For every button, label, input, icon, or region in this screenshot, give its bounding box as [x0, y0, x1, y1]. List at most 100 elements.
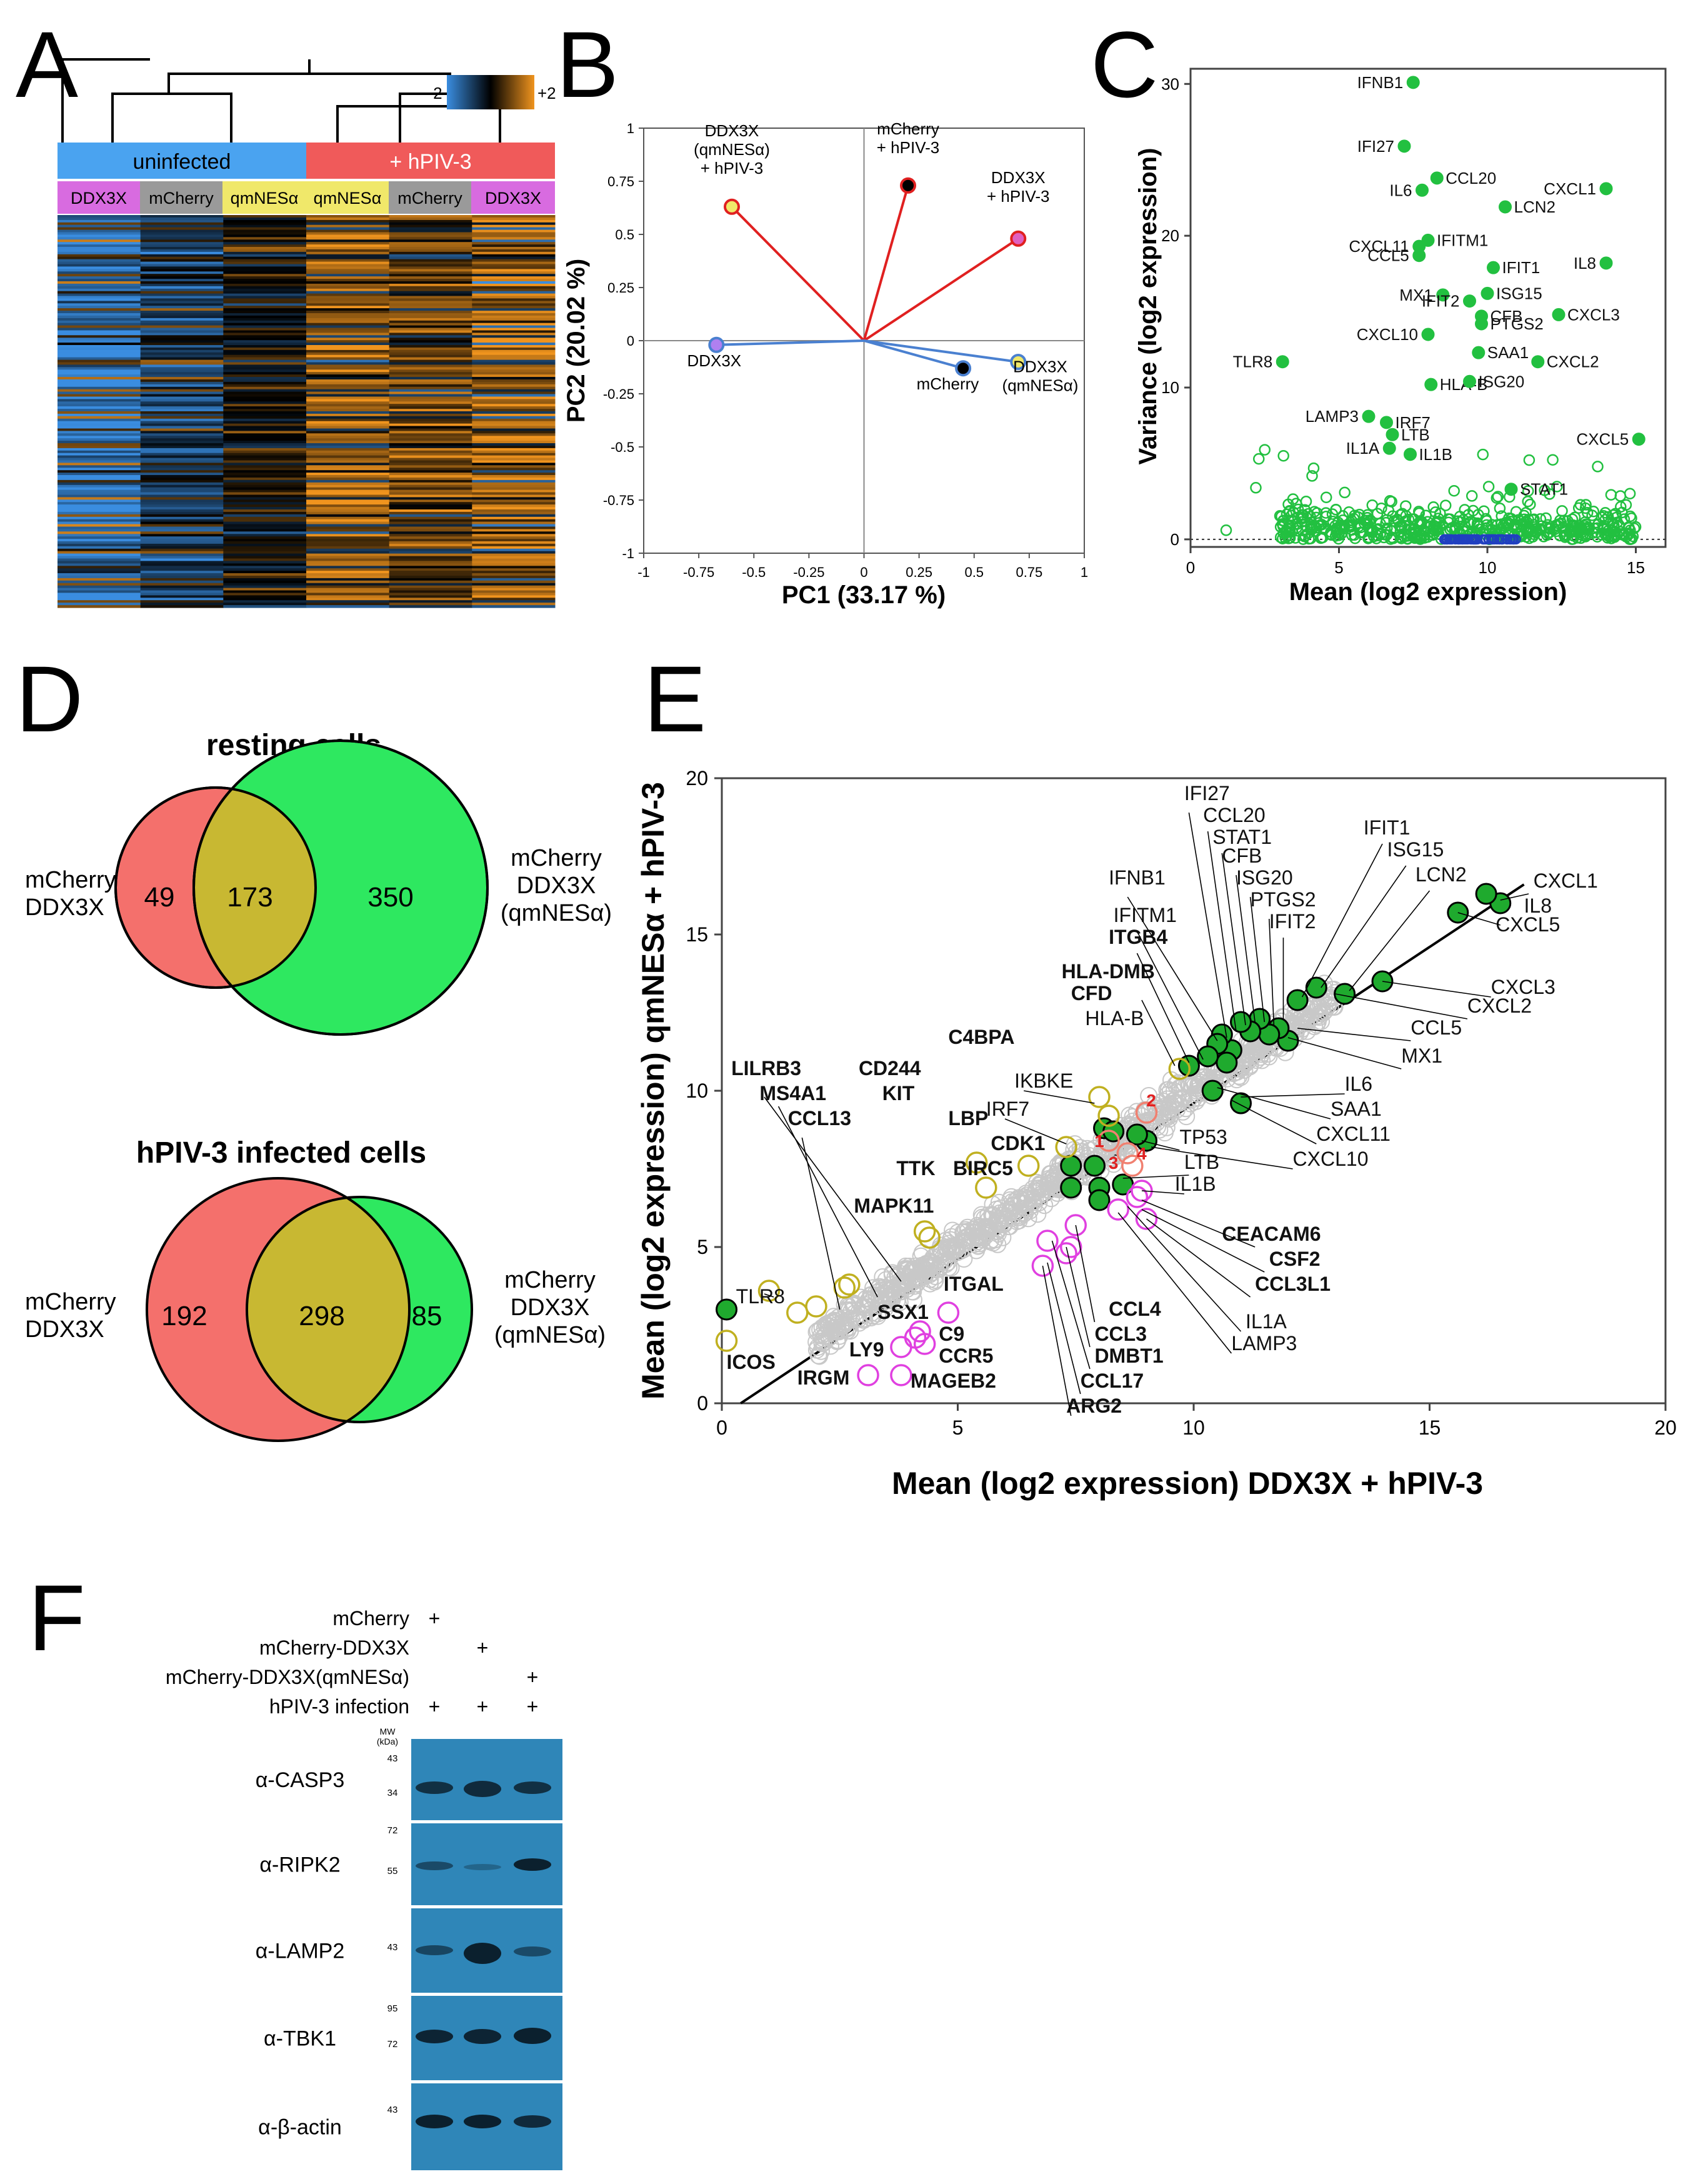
heatmap-cell	[389, 349, 472, 353]
panel-a: −2 +2 uninfected + hPIV-3 DDX3X mCherry …	[57, 59, 1012, 608]
scatter-e-gene-label: CCL4	[1109, 1298, 1161, 1320]
heatmap-cell	[223, 433, 307, 436]
heatmap-cell	[472, 335, 556, 338]
scatter-e-gene-label: CFB	[1222, 844, 1262, 867]
heatmap-cell	[140, 585, 224, 589]
heatmap-cell	[472, 543, 556, 547]
pca-loading-line	[731, 206, 865, 342]
heatmap-cell	[57, 593, 141, 596]
variance-point	[1544, 488, 1556, 500]
heatmap-cell	[306, 573, 390, 576]
heatmap-cell	[57, 605, 141, 608]
variance-point	[1602, 511, 1614, 523]
heatmap-cell	[57, 519, 141, 523]
heatmap-cell	[57, 583, 141, 586]
heatmap-cell	[57, 441, 141, 444]
heatmap-cell	[223, 249, 307, 253]
heatmap-cell	[389, 348, 472, 351]
heatmap-cell	[472, 502, 556, 505]
heatmap-cell	[57, 446, 141, 449]
heatmap-cell	[306, 448, 390, 451]
heatmap-cell	[472, 446, 556, 449]
heatmap-cell	[140, 286, 224, 289]
variance-point-blue	[1466, 534, 1476, 545]
heatmap-cell	[389, 369, 472, 373]
scatter-e-bg-point	[969, 1236, 987, 1255]
scatter-e-magenta-point	[913, 1333, 936, 1355]
heatmap-cell	[306, 264, 390, 267]
heatmap-cell	[223, 558, 307, 561]
heatmap-cell	[306, 423, 390, 427]
heatmap-cell	[472, 343, 556, 346]
western-conditions: mCherry +mCherry-DDX3X +mCherry-DDX3X(qmNE…	[166, 1607, 538, 1746]
heatmap-cell	[57, 271, 141, 274]
pca-loading-line	[863, 238, 1019, 342]
pca-point	[1010, 354, 1027, 370]
heatmap-cell	[223, 266, 307, 269]
heatmap-cell	[223, 394, 307, 397]
pca-loading-line	[862, 185, 909, 341]
western-band	[464, 1864, 501, 1870]
scatter-e-bg-point	[1149, 1103, 1167, 1120]
heatmap-cell	[389, 352, 472, 356]
heatmap-cell	[57, 372, 141, 375]
heatmap-cell	[223, 595, 307, 598]
pca-xtick-label: -0.5	[742, 564, 766, 580]
heatmap-cell	[57, 504, 141, 508]
heatmap-cell	[57, 348, 141, 351]
heatmap-cell	[472, 227, 556, 231]
scatter-e-bg-point	[1011, 1190, 1029, 1208]
heatmap-cell	[389, 227, 472, 231]
scatter-e-leader-line	[777, 1106, 878, 1298]
heatmap-cell	[389, 468, 472, 471]
scatter-e-leader-line	[764, 1293, 774, 1298]
variance-xtick-label: 5	[1334, 558, 1343, 577]
heatmap-cell	[306, 348, 390, 351]
venn-resting-left-label: mCherry DDX3X	[25, 867, 116, 921]
heatmap-cell	[140, 369, 224, 373]
heatmap-cell	[389, 374, 472, 378]
label-line: DDX3X	[25, 1316, 104, 1343]
heatmap-cell	[140, 261, 224, 265]
heatmap-cell	[223, 256, 307, 260]
scatter-e-gene-label: CXCL2	[1467, 994, 1532, 1017]
heatmap-cell	[389, 588, 472, 591]
heatmap-cell	[306, 374, 390, 378]
heatmap-cell	[472, 242, 556, 245]
scatter-e-green-point	[1197, 1045, 1219, 1068]
heatmap-cell	[389, 433, 472, 436]
scatter-e-bg-point	[989, 1225, 1007, 1243]
heatmap-cell	[472, 516, 556, 520]
heatmap-cell	[57, 286, 141, 289]
heatmap-cell	[140, 511, 224, 515]
variance-labeled-point	[1632, 433, 1646, 446]
scatter-e-gene-label: IL1A	[1246, 1310, 1287, 1333]
heatmap-cell	[472, 374, 556, 378]
heatmap-cell	[223, 475, 307, 478]
heatmap-cell	[223, 276, 307, 279]
scatter-e-yellow-point	[1088, 1086, 1111, 1108]
heatmap-cell	[223, 286, 307, 289]
scatter-e-bg-point	[999, 1210, 1017, 1228]
heatmap-cell	[389, 249, 472, 253]
heatmap-cell	[57, 521, 141, 525]
label-line: DDX3X	[991, 168, 1046, 187]
heatmap-cell	[472, 470, 556, 473]
variance-point	[1307, 462, 1320, 474]
heatmap-cell	[57, 244, 141, 248]
heatmap-cell	[57, 259, 141, 263]
heatmap-cell	[389, 244, 472, 248]
heatmap-cell	[472, 224, 556, 228]
heatmap-cell	[472, 234, 556, 238]
western-mw-marker: 95	[387, 2003, 398, 2014]
scatter-e-green-point	[1060, 1176, 1082, 1199]
heatmap-cell	[472, 328, 556, 331]
heatmap-cell	[223, 333, 307, 336]
western-panel-separator	[411, 1905, 562, 1908]
heatmap-cell	[306, 453, 390, 456]
heatmap-cell	[223, 399, 307, 402]
heatmap-cell	[140, 249, 224, 253]
heatmap-cell	[472, 349, 556, 353]
heatmap-cell	[306, 519, 390, 523]
heatmap-cell	[389, 558, 472, 561]
